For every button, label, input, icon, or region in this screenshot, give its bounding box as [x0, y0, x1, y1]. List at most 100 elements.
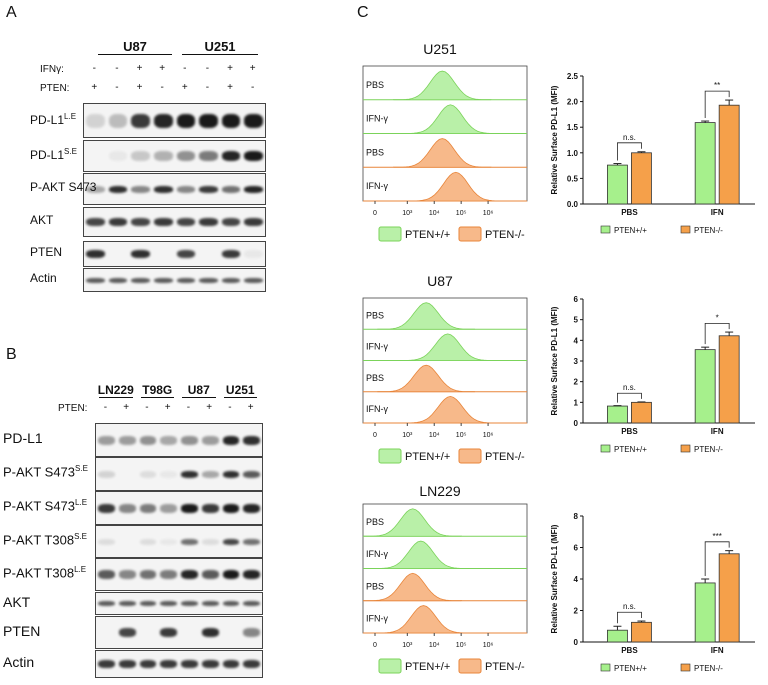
- flow-histogram-peak: [372, 540, 470, 569]
- significance-bracket: [617, 392, 642, 403]
- flow-track-label: IFN-γ: [366, 614, 388, 624]
- blot-band: [98, 503, 115, 513]
- flow-track-label: IFN-γ: [366, 114, 388, 124]
- ifn-sign: +: [227, 63, 233, 74]
- legend-label-pten-wt: PTEN+/+: [405, 661, 450, 673]
- blot-strip: [95, 457, 263, 491]
- row-label-text: PTEN: [30, 245, 63, 259]
- legend-swatch-pten-ko: [680, 225, 691, 234]
- blot-row-label: PTEN: [3, 623, 40, 639]
- blot-band: [131, 277, 150, 283]
- blot-band: [153, 277, 173, 283]
- y-axis-label: Relative Surface PD-L1 (MFI): [550, 306, 559, 415]
- legend-swatch-pten-ko: [458, 658, 482, 674]
- ifn-sign: -: [92, 63, 96, 74]
- legend-label-pten-ko: PTEN-/-: [485, 229, 525, 241]
- blot-band: [108, 277, 128, 283]
- y-axis-label: Relative Surface PD-L1 (MFI): [550, 85, 559, 194]
- y-axis-tick-label: 1.0: [567, 149, 579, 158]
- blot-band: [221, 113, 241, 128]
- group-underline: [182, 54, 258, 55]
- bar-pten-ifn: [694, 349, 716, 424]
- pten-sign: +: [227, 82, 233, 93]
- y-axis-tick-label: 3: [574, 357, 579, 366]
- blot-band: [86, 250, 105, 258]
- blot-row-label: P-AKT S473S.E: [3, 464, 88, 479]
- blot-band: [176, 250, 196, 258]
- flow-histogram-peak: [401, 395, 499, 424]
- blot-band: [243, 470, 260, 478]
- blot-strip: [95, 525, 263, 558]
- blot-band: [108, 113, 128, 128]
- blot-row-label: P-AKT S473: [30, 180, 96, 194]
- pten-sign: -: [228, 402, 232, 413]
- flow-axis-tick-label: 10⁶: [483, 642, 494, 649]
- blot-band: [244, 218, 263, 226]
- row-label-text: AKT: [30, 213, 54, 227]
- row-label-text: P-AKT T308: [3, 531, 75, 547]
- y-axis-tick-label: 4: [574, 336, 579, 345]
- row-label-text: PD-L1: [3, 430, 43, 446]
- blot-band: [243, 503, 260, 513]
- blot-band: [221, 277, 241, 283]
- pten-sign: -: [103, 402, 108, 413]
- flow-track-label: PBS: [366, 147, 384, 157]
- blot-band: [108, 151, 128, 161]
- blot-band: [98, 660, 115, 668]
- row-label-sup: S.E: [75, 464, 88, 473]
- flow-track-label: PBS: [366, 517, 384, 527]
- legend-label-pten-wt: PTEN+/+: [614, 664, 647, 673]
- blot-band: [181, 570, 198, 579]
- blot-band: [118, 660, 136, 668]
- pten-sign: -: [251, 82, 255, 93]
- panel-letter-c: C: [357, 4, 369, 21]
- blot-band: [160, 660, 177, 668]
- blot-band: [201, 503, 219, 513]
- blot-band: [243, 660, 260, 668]
- blot-row-label: Actin: [3, 654, 34, 670]
- blot-band: [221, 151, 241, 161]
- significance-label: *: [716, 313, 719, 322]
- blot-band: [153, 113, 173, 128]
- group-label-u87: U87: [123, 39, 147, 54]
- pten-label: PTEN:: [40, 83, 70, 94]
- flow-track-label: IFN-γ: [366, 549, 388, 559]
- blot-band: [243, 628, 260, 637]
- flow-axis-tick-label: 10⁴: [429, 210, 440, 217]
- significance-bracket: [617, 611, 642, 624]
- blot-row-label: PD-L1S.E: [30, 147, 77, 162]
- ifn-sign: -: [205, 63, 210, 74]
- blot-band: [139, 435, 157, 445]
- blot-band: [118, 601, 136, 606]
- blot-strip: [83, 140, 266, 172]
- y-axis-tick-label: 0: [574, 638, 579, 647]
- legend-label-pten-wt: PTEN+/+: [614, 445, 647, 454]
- blot-band: [86, 218, 105, 226]
- legend-label-pten-ko: PTEN-/-: [694, 226, 723, 235]
- flow-axis-tick-label: 0: [373, 210, 377, 217]
- legend-label-pten-wt: PTEN+/+: [614, 226, 647, 235]
- blot-band: [118, 435, 136, 445]
- blot-band: [181, 435, 198, 445]
- legend-swatch-pten-wt: [378, 448, 402, 464]
- significance-label: ***: [712, 532, 721, 541]
- blot-band: [118, 503, 136, 513]
- row-label-text: P-AKT T308: [3, 564, 75, 580]
- blot-band: [139, 570, 157, 579]
- legend-swatch-pten-wt: [600, 225, 611, 234]
- bar-pten-ifn: [718, 104, 740, 205]
- blot-row-label: AKT: [3, 594, 30, 610]
- y-axis-tick-label: 8: [574, 512, 579, 521]
- blot-band: [181, 538, 198, 545]
- flow-track-label: IFN-γ: [366, 181, 388, 191]
- row-label-sup: S.E: [64, 147, 77, 156]
- blot-strip: [95, 423, 263, 457]
- blot-row-label: AKT: [30, 213, 53, 227]
- blot-band: [153, 218, 173, 226]
- blot-band: [160, 435, 177, 445]
- blot-band: [160, 601, 177, 606]
- flow-axis-tick-label: 10⁵: [456, 432, 467, 439]
- blot-band: [139, 660, 157, 668]
- blot-row-label: P-AKT T308S.E: [3, 532, 87, 547]
